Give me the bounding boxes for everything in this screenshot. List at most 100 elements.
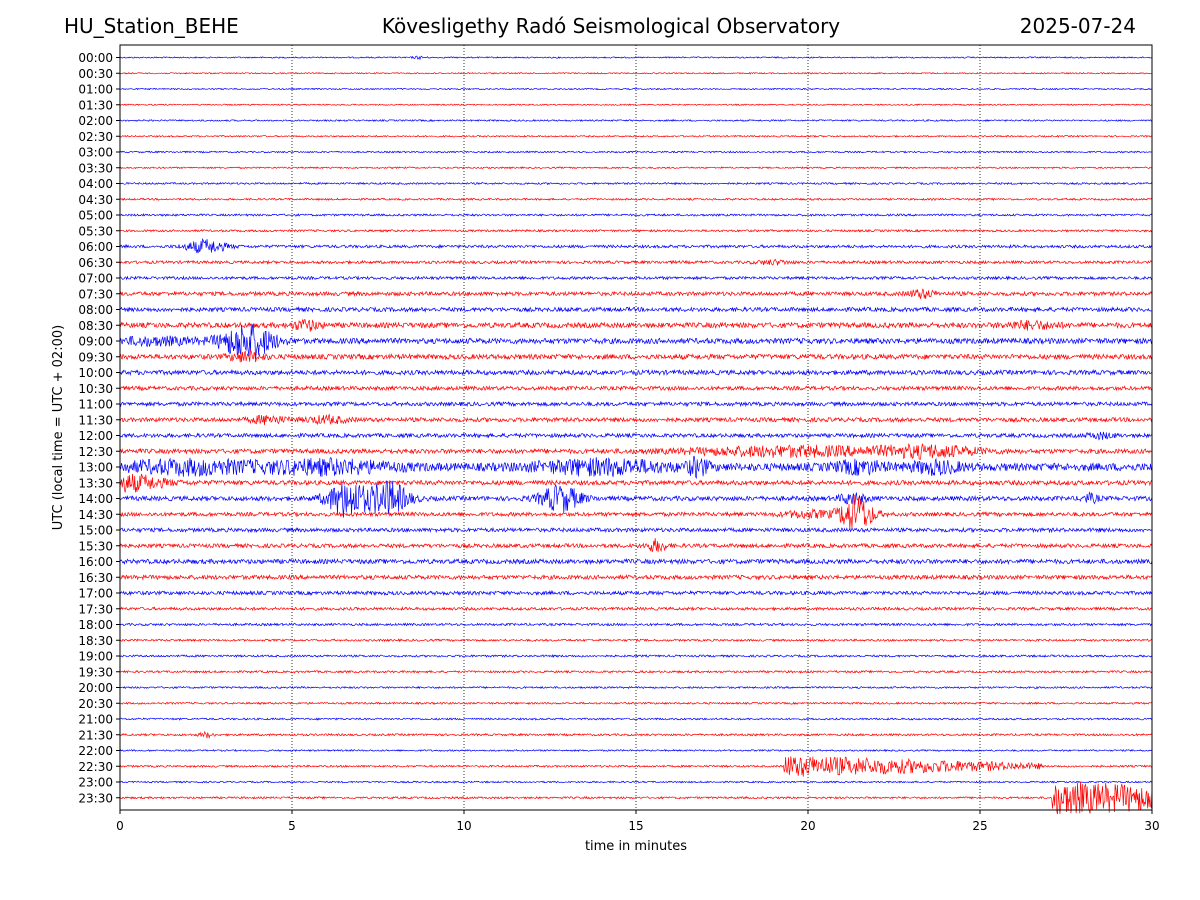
- trace-line: [119, 455, 1153, 479]
- trace-line: [119, 480, 1153, 518]
- y-tick-label: 00:30: [78, 67, 113, 81]
- trace-line: [119, 55, 1152, 61]
- trace-line: [119, 288, 1153, 300]
- y-tick-label: 18:30: [78, 634, 113, 648]
- y-tick-label: 17:00: [78, 587, 113, 601]
- y-tick-label: 16:00: [78, 555, 113, 569]
- y-tick-label: 16:30: [78, 571, 113, 585]
- trace-line: [119, 717, 1153, 721]
- y-tick-label: 02:00: [78, 114, 113, 128]
- y-axis-label: UTC (local time = UTC + 02:00): [51, 325, 66, 530]
- x-tick-label: 5: [288, 819, 296, 833]
- trace-line: [119, 756, 1153, 777]
- x-tick-label: 15: [628, 819, 643, 833]
- trace-line: [119, 237, 1153, 254]
- trace-line: [119, 473, 1153, 493]
- y-tick-label: 19:30: [78, 665, 113, 679]
- y-tick-label: 04:00: [78, 177, 113, 191]
- trace-line: [120, 87, 1153, 91]
- plot-date: 2025-07-24: [1019, 14, 1136, 38]
- trace-line: [119, 638, 1153, 643]
- trace-line: [119, 781, 1153, 815]
- y-tick-label: 14:30: [78, 508, 113, 522]
- x-tick-label: 0: [116, 819, 124, 833]
- y-tick-label: 12:30: [78, 445, 113, 459]
- x-axis-label: time in minutes: [585, 839, 687, 854]
- y-tick-label: 17:30: [78, 602, 113, 616]
- y-tick-label: 10:00: [78, 366, 113, 380]
- trace-line: [119, 306, 1152, 313]
- trace-line: [119, 349, 1153, 363]
- y-tick-label: 21:30: [78, 728, 113, 742]
- trace-line: [119, 400, 1153, 408]
- trace-line: [119, 443, 1153, 460]
- trace-line: [119, 166, 1153, 170]
- y-tick-label: 01:30: [78, 98, 113, 112]
- trace-line: [119, 134, 1153, 138]
- trace-line: [119, 780, 1152, 784]
- trace-line: [119, 573, 1153, 581]
- y-tick-label: 20:00: [78, 681, 113, 695]
- trace-line: [119, 526, 1153, 534]
- trace-line: [119, 431, 1153, 441]
- y-tick-label: 02:30: [78, 130, 113, 144]
- y-tick-label: 15:00: [78, 524, 113, 538]
- y-tick-label: 03:30: [78, 161, 113, 175]
- trace-line: [119, 197, 1153, 202]
- trace-line: [119, 181, 1153, 186]
- observatory-title: Kövesligethy Radó Seismological Observat…: [381, 14, 841, 38]
- trace-line: [119, 748, 1153, 753]
- y-tick-label: 08:00: [78, 303, 113, 317]
- y-tick-label: 19:00: [78, 650, 113, 664]
- y-tick-label: 03:00: [78, 146, 113, 160]
- trace-line: [119, 213, 1153, 217]
- y-tick-label: 06:30: [78, 256, 113, 270]
- trace-line: [119, 103, 1153, 107]
- y-tick-label: 13:30: [78, 476, 113, 490]
- y-tick-label: 12:00: [78, 429, 113, 443]
- trace-line: [119, 118, 1153, 123]
- trace-line: [119, 669, 1153, 674]
- y-tick-label: 18:00: [78, 618, 113, 632]
- trace-line: [119, 319, 1153, 332]
- y-tick-label: 10:30: [78, 382, 113, 396]
- y-tick-label: 22:30: [78, 760, 113, 774]
- station-name: HU_Station_BEHE: [64, 14, 239, 38]
- y-tick-label: 14:00: [78, 492, 113, 506]
- y-tick-label: 15:30: [78, 539, 113, 553]
- y-tick-label: 22:00: [78, 744, 113, 758]
- trace-line: [119, 557, 1153, 566]
- trace-line: [119, 71, 1153, 75]
- y-tick-label: 05:00: [78, 209, 113, 223]
- trace-line: [119, 589, 1153, 597]
- x-tick-label: 10: [456, 819, 471, 833]
- y-tick-label: 06:00: [78, 240, 113, 254]
- y-tick-label: 08:30: [78, 319, 113, 333]
- y-tick-label: 11:00: [78, 398, 113, 412]
- trace-line: [119, 622, 1153, 627]
- y-tick-label: 23:30: [78, 791, 113, 805]
- trace-line: [119, 385, 1153, 392]
- y-tick-label: 11:30: [78, 413, 113, 427]
- trace-line: [119, 228, 1153, 233]
- y-tick-label: 07:00: [78, 272, 113, 286]
- trace-line: [119, 701, 1153, 705]
- trace-line: [119, 275, 1153, 281]
- trace-line: [119, 324, 1153, 360]
- trace-line: [119, 413, 1153, 426]
- y-tick-label: 21:00: [78, 713, 113, 727]
- y-tick-label: 05:30: [78, 224, 113, 238]
- x-tick-label: 25: [972, 819, 987, 833]
- y-tick-label: 13:00: [78, 461, 113, 475]
- trace-line: [119, 368, 1153, 377]
- trace-line: [119, 150, 1153, 154]
- trace-line: [119, 653, 1153, 658]
- y-tick-label: 23:00: [78, 776, 113, 790]
- y-tick-label: 07:30: [78, 287, 113, 301]
- x-tick-label: 30: [1144, 819, 1159, 833]
- trace-line: [119, 606, 1153, 612]
- y-tick-label: 09:30: [78, 350, 113, 364]
- y-tick-label: 20:30: [78, 697, 113, 711]
- y-tick-label: 00:00: [78, 51, 113, 65]
